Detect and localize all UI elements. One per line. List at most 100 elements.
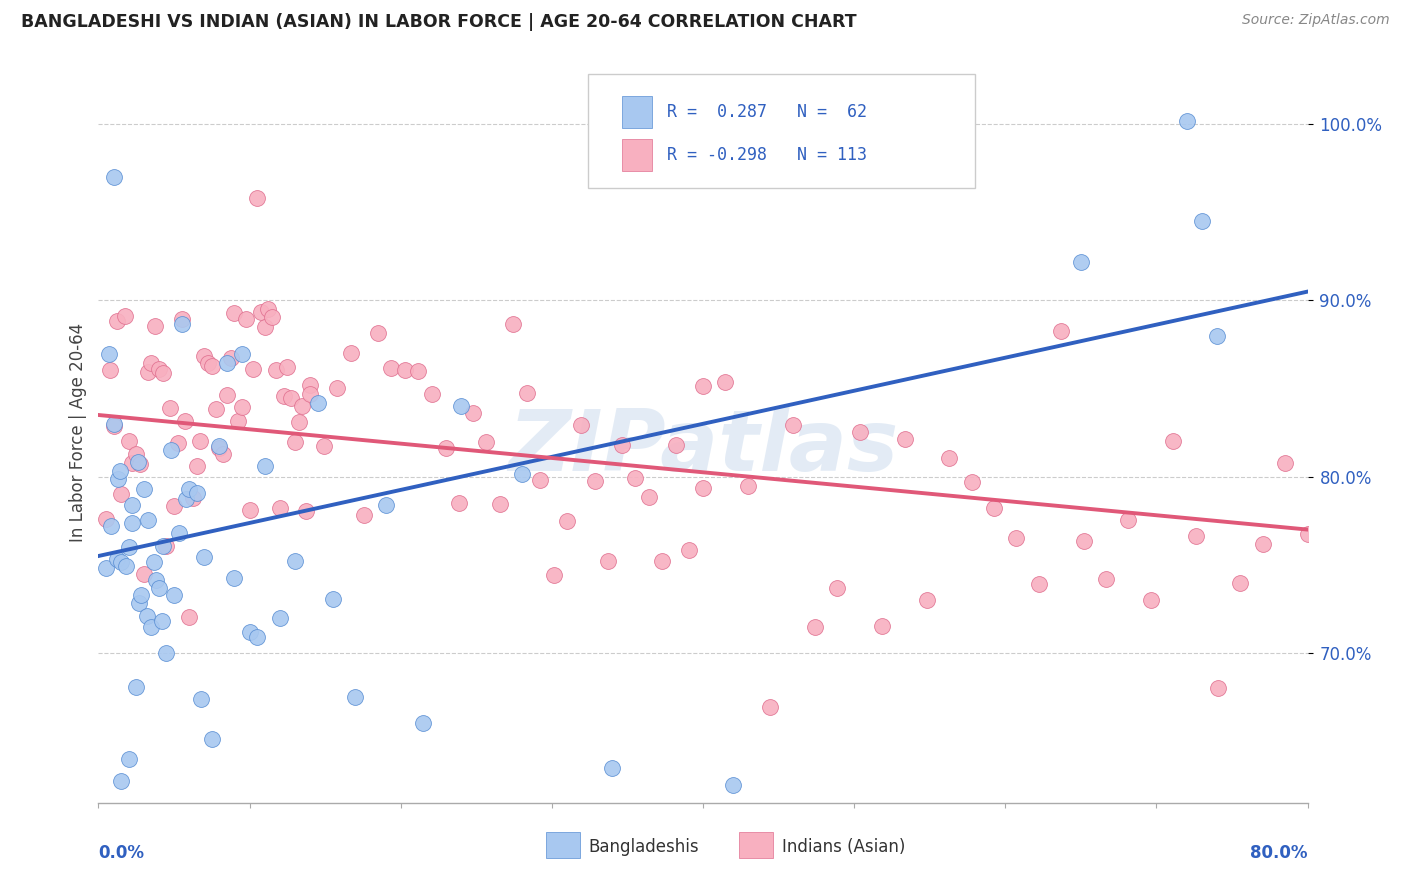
Point: [1118, 512, 1140, 526]
Point: [239, 624, 262, 639]
Point: [449, 496, 471, 510]
Point: [143, 318, 166, 333]
Point: [827, 581, 849, 595]
Point: [250, 305, 273, 319]
Point: [186, 459, 208, 474]
Point: [253, 319, 276, 334]
Point: [284, 554, 307, 568]
Point: [94, 511, 117, 525]
Point: [136, 365, 159, 379]
Point: [148, 581, 170, 595]
Point: [651, 553, 673, 567]
Point: [212, 447, 235, 461]
Point: [105, 314, 128, 328]
Point: [737, 479, 759, 493]
Point: [246, 191, 269, 205]
Point: [326, 381, 349, 395]
Point: [159, 401, 181, 416]
Point: [893, 432, 915, 446]
Bar: [546, 832, 579, 858]
Point: [121, 516, 143, 530]
Bar: [621, 139, 652, 170]
Point: [193, 349, 215, 363]
Point: [291, 399, 314, 413]
Point: [678, 543, 700, 558]
Point: [235, 312, 257, 326]
Point: [129, 588, 152, 602]
Point: [167, 526, 190, 541]
Point: [215, 388, 238, 402]
Point: [253, 458, 276, 473]
Point: [624, 470, 647, 484]
Text: R =  0.287   N =  62: R = 0.287 N = 62: [666, 103, 866, 121]
Point: [143, 555, 166, 569]
Point: [543, 567, 565, 582]
Point: [114, 310, 136, 324]
Point: [1073, 534, 1095, 549]
Point: [208, 442, 231, 456]
Point: [208, 439, 231, 453]
Point: [103, 419, 125, 434]
Point: [181, 491, 204, 505]
Point: [1028, 577, 1050, 591]
Point: [204, 401, 226, 416]
Point: [1229, 575, 1251, 590]
Point: [848, 425, 870, 440]
Point: [374, 498, 396, 512]
Point: [637, 490, 659, 504]
Point: [665, 438, 688, 452]
Point: [152, 539, 174, 553]
Point: [299, 377, 322, 392]
Point: [226, 414, 249, 428]
Point: [179, 483, 201, 497]
Point: [804, 619, 827, 633]
Text: R = -0.298   N = 113: R = -0.298 N = 113: [666, 146, 866, 164]
Point: [529, 473, 551, 487]
Point: [108, 464, 131, 478]
Point: [193, 549, 215, 564]
Text: ZIPatlas: ZIPatlas: [508, 406, 898, 489]
Point: [1161, 434, 1184, 449]
Point: [141, 356, 163, 370]
Point: [145, 573, 167, 587]
Point: [461, 405, 484, 419]
Point: [103, 169, 125, 184]
Point: [121, 498, 143, 512]
Point: [1191, 214, 1213, 228]
Point: [224, 306, 246, 320]
Point: [322, 592, 344, 607]
Point: [1070, 254, 1092, 268]
Point: [257, 302, 280, 317]
Point: [118, 434, 141, 448]
Text: Source: ZipAtlas.com: Source: ZipAtlas.com: [1241, 13, 1389, 28]
Point: [219, 351, 242, 366]
Bar: [740, 832, 773, 858]
Point: [1175, 113, 1198, 128]
Point: [723, 778, 745, 792]
Point: [174, 491, 197, 506]
Point: [412, 716, 434, 731]
Point: [150, 615, 173, 629]
Point: [367, 326, 389, 340]
Point: [380, 360, 402, 375]
Point: [129, 457, 152, 471]
Point: [190, 434, 212, 449]
Text: 0.0%: 0.0%: [98, 844, 145, 862]
Bar: [621, 96, 652, 128]
Point: [197, 356, 219, 370]
Point: [103, 417, 125, 431]
Point: [1251, 537, 1274, 551]
Point: [434, 441, 457, 455]
Point: [160, 443, 183, 458]
Point: [107, 471, 129, 485]
Point: [307, 396, 329, 410]
Point: [714, 376, 737, 390]
Point: [692, 481, 714, 495]
Point: [239, 503, 262, 517]
Point: [516, 386, 538, 401]
Point: [118, 752, 141, 766]
Point: [602, 760, 624, 774]
Point: [583, 474, 606, 488]
Point: [488, 497, 510, 511]
Point: [983, 501, 1005, 516]
